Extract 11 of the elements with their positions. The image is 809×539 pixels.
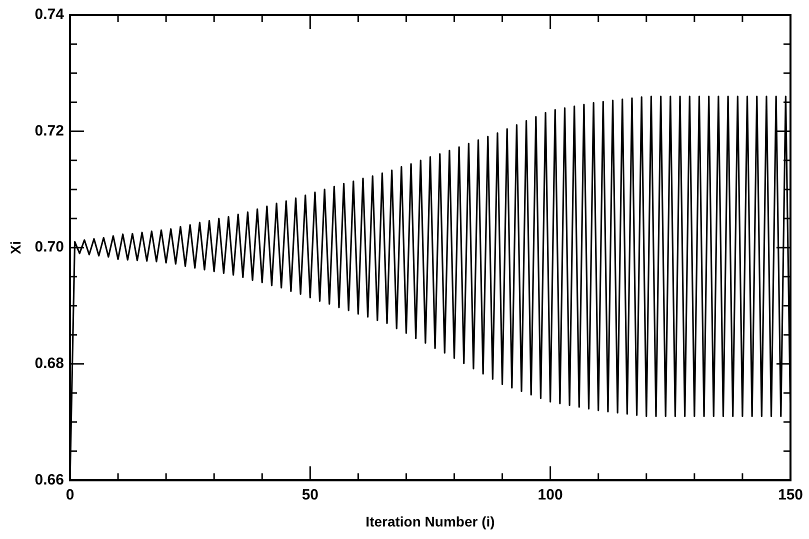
y-tick-label: 0.66 <box>34 471 64 488</box>
x-axis-title: Iteration Number (i) <box>366 513 495 530</box>
y-tick-label: 0.68 <box>34 355 64 372</box>
y-tick-label: 0.74 <box>34 6 65 24</box>
x-tick-label: 100 <box>538 486 563 504</box>
x-tick-label: 50 <box>302 486 318 504</box>
y-tick-label: 0.72 <box>34 122 64 140</box>
x-tick-label: 150 <box>778 486 803 504</box>
y-axis-title: Xi <box>7 240 24 254</box>
x-tick-label: 0 <box>66 486 74 504</box>
y-tick-label: 0.70 <box>34 238 64 256</box>
